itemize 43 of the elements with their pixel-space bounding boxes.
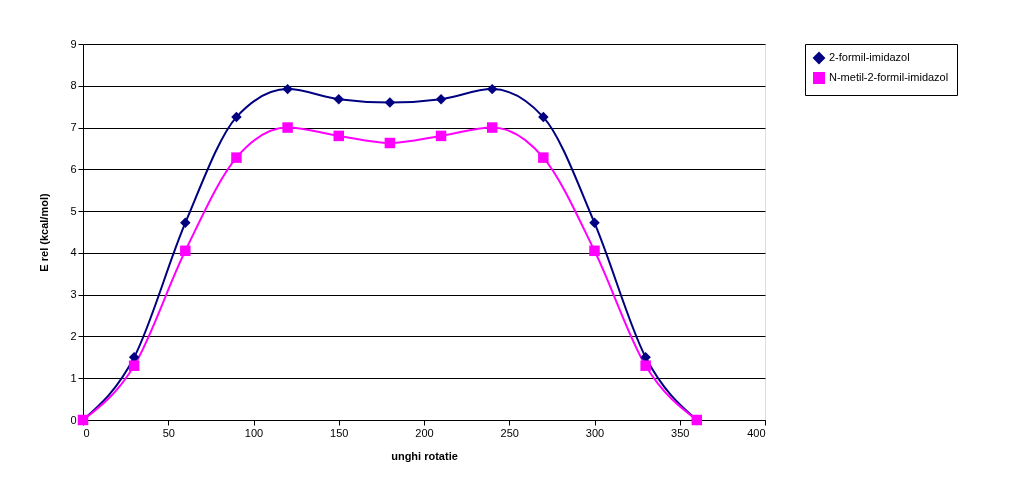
x-tick-label: 150 [330,426,349,439]
x-tick-label: 100 [244,426,264,439]
point [282,83,293,95]
point [538,152,549,163]
x-tick-label: 250 [500,426,519,439]
y-tick-label: 5 [70,204,77,217]
point [180,217,191,229]
point [128,360,140,371]
point [640,360,651,371]
x-tick-label: 200 [415,426,434,439]
point [333,130,344,142]
x-tick-label: 400 [747,426,766,439]
point [486,83,498,95]
point [333,93,344,105]
point [435,93,447,105]
y-tick-label: 7 [70,121,77,134]
point [231,152,242,163]
y-tick-label: 4 [70,246,77,259]
y-tick-label: 9 [70,37,77,50]
legend-label: 2-formil-imidazol [829,51,910,63]
point [231,111,242,123]
point [486,122,498,133]
x-axis-title: unghi rotatie [391,449,458,462]
x-tick-label: 50 [162,426,175,439]
point [282,122,293,133]
y-tick-label: 0 [70,413,77,426]
point [435,130,447,142]
point [589,217,600,229]
point [180,245,191,257]
x-tick-label: 350 [671,426,690,439]
point [384,97,396,108]
x-tick-label: 0 [83,426,90,439]
y-tick-label: 8 [70,79,77,92]
y-tick-label: 6 [70,162,77,175]
point [589,245,600,257]
point [538,111,549,123]
y-tick-label: 1 [70,371,77,384]
legend-label: N-metil-2-formil-imidazol [829,71,949,83]
x-tick-label: 300 [585,426,605,439]
y-tick-label: 2 [70,329,77,342]
point [384,137,396,149]
y-tick-label: 3 [70,288,77,301]
y-axis-title: E rel (kcal/mol) [38,193,51,272]
